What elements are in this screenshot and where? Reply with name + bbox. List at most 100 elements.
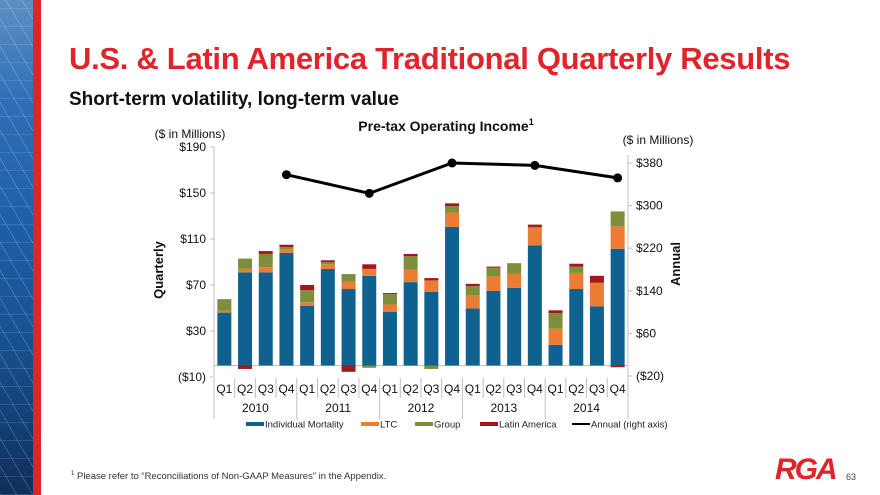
bar-segment-latin-america [217, 299, 232, 300]
left-tick-label: $150 [179, 186, 206, 200]
bar-segment-latin-america [279, 244, 294, 248]
legend-label: Individual Mortality [265, 420, 344, 431]
x-axis-labels: Q1 Q2 Q3 Q4 Q1 Q2 Q3 Q4 Q1 Q2 Q3 Q4 Q1 Q2 Q3 Q4 Q1 Q2 Q3 Q4… [213, 378, 629, 419]
legend-swatch [415, 422, 433, 426]
year-label: 2014 [573, 401, 600, 415]
quarter-label: Q3 [423, 382, 439, 396]
left-tick-label: $190 [179, 140, 206, 154]
chart-title-superscript: 1 [529, 117, 534, 127]
bar-segment-individual-mortality [238, 272, 253, 366]
bar-segment-latin-america [548, 310, 563, 314]
quarter-label: Q2 [485, 382, 501, 396]
bar-segment-latin-america [527, 224, 542, 227]
left-tick-label: $30 [186, 324, 206, 338]
bar-segment-group [445, 206, 460, 213]
bar-segment-ltc [589, 282, 604, 307]
bar-segment-ltc [362, 268, 377, 276]
bar-segment-ltc [569, 272, 584, 290]
bar-segment-individual-mortality [445, 226, 460, 366]
bar-segment-ltc [610, 226, 625, 249]
bar-segment-group [300, 290, 315, 303]
bar-segment-ltc [507, 273, 522, 288]
bar-segment-group [382, 294, 397, 305]
bar-segment-group [258, 253, 273, 268]
quarter-label: Q4 [444, 382, 460, 396]
footnote-text: Please refer to “Reconciliations of Non-… [76, 471, 387, 483]
bar-segment-latin-america [486, 266, 501, 268]
quarter-label: Q4 [361, 382, 377, 396]
bar-segment-latin-america [610, 365, 625, 368]
quarter-label: Q1 [382, 382, 398, 396]
bar-segment-group [569, 266, 584, 273]
bar-segment-ltc [486, 276, 501, 291]
bar-segment-individual-mortality [424, 291, 439, 366]
quarter-label: Q3 [258, 382, 274, 396]
bar-segment-individual-mortality [217, 312, 232, 366]
right-tick-label: $380 [636, 156, 663, 170]
bar-segment-individual-mortality [279, 252, 294, 366]
decorative-sidebar-image [0, 0, 33, 495]
legend-label: LTC [380, 420, 397, 431]
quarter-label: Q2 [403, 382, 419, 396]
left-tick-label: $70 [186, 278, 206, 292]
bar-segment-ltc [279, 249, 294, 253]
bar-segment-ltc [217, 310, 232, 313]
bar-segment-individual-mortality [258, 272, 273, 366]
bar-segment-latin-america [300, 285, 315, 291]
bar-segment-individual-mortality [403, 282, 418, 366]
legend-label: Latin America [499, 420, 557, 431]
bar-segment-group [465, 286, 480, 296]
quarter-label: Q1 [465, 382, 481, 396]
bar-segment-ltc [548, 328, 563, 345]
bar-segment-ltc [341, 281, 356, 290]
quarter-label: Q4 [278, 382, 294, 396]
bar-segment-ltc [424, 280, 439, 292]
bar-segment-group [238, 258, 253, 269]
bar-segment-group [217, 299, 232, 311]
quarter-label: Q4 [610, 382, 626, 396]
bar-segment-ltc [238, 268, 253, 273]
annual-point [530, 160, 540, 170]
bar-segment-latin-america [403, 253, 418, 257]
bar-segment-group [320, 262, 335, 265]
bar-segment-individual-mortality [465, 308, 480, 366]
footnote-marker: 1 [71, 471, 75, 477]
bar-segment-group [610, 211, 625, 227]
bar-segment-latin-america [465, 283, 480, 287]
bar-segment-group [279, 247, 294, 250]
bar-segment-ltc [403, 269, 418, 283]
legend-swatch [572, 423, 590, 425]
annual-point [281, 170, 291, 180]
legend-label: Annual (right axis) [591, 420, 668, 431]
bar-segment-individual-mortality [300, 305, 315, 366]
legend-swatch [480, 422, 498, 426]
year-label: 2013 [490, 401, 517, 415]
bar-segment-group [548, 313, 563, 329]
bar-segment-latin-america [341, 365, 356, 372]
left-tick-label: ($10) [178, 370, 206, 384]
quarter-label: Q2 [568, 382, 584, 396]
quarter-label: Q1 [299, 382, 315, 396]
page-number: 63 [846, 472, 857, 482]
bar-segment-latin-america [569, 263, 584, 267]
quarter-label: Q3 [506, 382, 522, 396]
chart-title: Pre-tax Operating Income1 [358, 117, 533, 134]
right-tick-label: $220 [636, 241, 663, 255]
slide-title: U.S. & Latin America Traditional Quarter… [69, 41, 791, 76]
left-unit-label: ($ in Millions) [155, 127, 226, 141]
bar-segment-latin-america [382, 293, 397, 295]
right-tick-label: $60 [636, 326, 656, 340]
bar-segment-ltc [465, 295, 480, 309]
left-axis-title: Quarterly [151, 240, 166, 299]
left-tick-label: $110 [180, 232, 206, 246]
bar-segment-group [486, 267, 501, 277]
bar-segment-individual-mortality [486, 290, 501, 366]
quarter-label: Q3 [341, 382, 357, 396]
year-label: 2010 [242, 401, 269, 415]
bars [217, 203, 625, 372]
annual-line [281, 158, 623, 198]
bar-segment-individual-mortality [320, 268, 335, 366]
slide-subtitle: Short-term volatility, long-term value [69, 89, 400, 110]
bar-segment-ltc [445, 212, 460, 227]
